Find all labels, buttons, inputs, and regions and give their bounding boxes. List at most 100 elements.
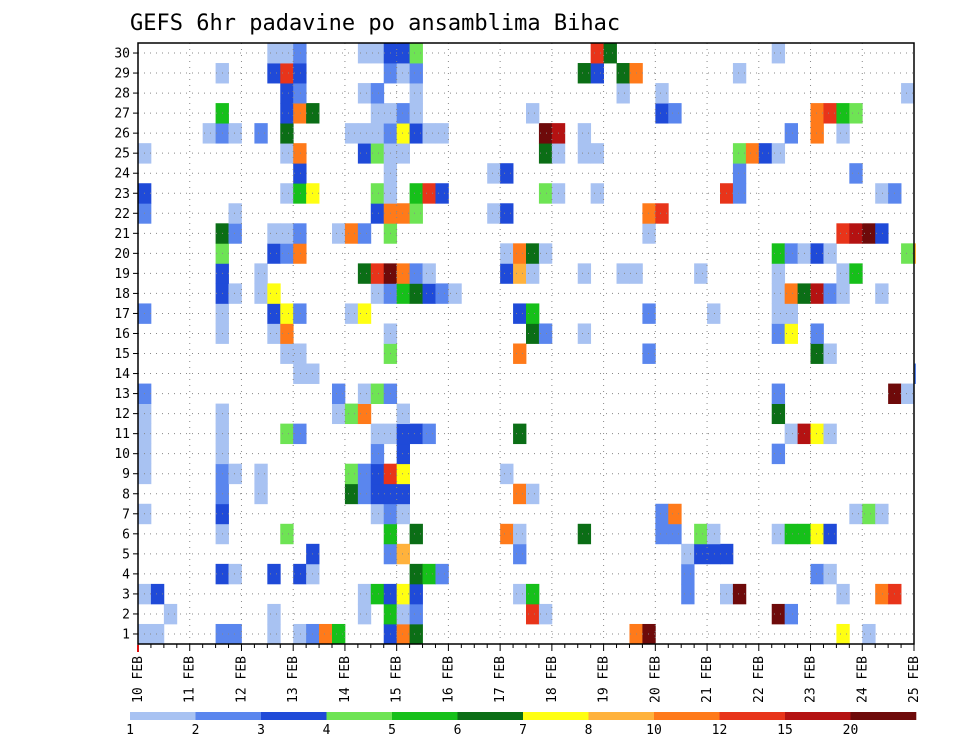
heatmap-cell <box>344 123 359 144</box>
heatmap-cell <box>370 503 385 525</box>
heatmap-cell <box>293 83 307 104</box>
heatmap-cell <box>409 283 423 304</box>
heatmap-cell <box>538 603 553 625</box>
heatmap-cell <box>810 323 824 344</box>
heatmap-cell <box>577 323 592 344</box>
heatmap-cell <box>254 263 268 284</box>
heatmap-cell <box>810 523 824 545</box>
colorbar-label: 2 <box>192 723 200 738</box>
heatmap-cell <box>280 143 294 164</box>
heatmap-cell <box>810 343 824 364</box>
y-tick-label: 14 <box>114 367 130 382</box>
heatmap-cell <box>332 403 346 425</box>
heatmap-cell <box>681 563 695 585</box>
heatmap-cell <box>603 43 617 64</box>
heatmap-cell <box>862 503 876 525</box>
heatmap-cell <box>590 143 604 164</box>
y-tick-label: 18 <box>114 287 130 302</box>
y-tick-label: 24 <box>114 167 130 182</box>
heatmap-cell <box>370 143 385 164</box>
heatmap-cell <box>823 563 837 585</box>
heatmap-cell <box>914 363 916 384</box>
heatmap-cell <box>577 63 592 84</box>
y-tick-label: 30 <box>114 47 130 62</box>
heatmap-cell <box>526 323 540 344</box>
gridlines <box>138 43 914 644</box>
heatmap-cell <box>396 403 410 425</box>
colorbar-swatch <box>261 712 327 720</box>
heatmap-cell <box>409 563 423 585</box>
heatmap-cell <box>409 63 423 84</box>
heatmap-cell <box>280 63 294 84</box>
heatmap-cell <box>577 523 592 545</box>
x-tick-label: 16 FEB <box>441 656 456 703</box>
heatmap-cell <box>616 83 630 104</box>
x-tick-label: 19 FEB <box>597 656 612 703</box>
colorbar-label: 10 <box>646 723 662 738</box>
heatmap-cell <box>332 623 346 645</box>
heatmap-cell <box>396 603 410 625</box>
heatmap-cell <box>823 283 837 304</box>
y-tick-label: 8 <box>122 487 130 502</box>
heatmap-cell <box>810 423 824 445</box>
heatmap-cell <box>668 103 682 124</box>
heatmap-cell <box>771 263 786 284</box>
heatmap-cell <box>901 243 915 264</box>
heatmap-cell <box>396 283 410 304</box>
heatmap-cell <box>784 303 798 324</box>
heatmap-cell <box>526 483 540 505</box>
heatmap-cell <box>875 503 889 525</box>
heatmap-cell <box>357 483 372 505</box>
heatmap-cell <box>771 303 786 324</box>
y-tick-label: 7 <box>122 507 130 522</box>
heatmap-cell <box>396 503 410 525</box>
colorbar-label: 8 <box>585 723 593 738</box>
heatmap-cell <box>396 103 410 124</box>
heatmap-cell <box>293 103 307 124</box>
heatmap-cell <box>538 243 553 264</box>
y-tick-label: 29 <box>114 67 130 82</box>
heatmap-cell <box>163 603 178 625</box>
heatmap-cell <box>267 283 281 304</box>
heatmap-cell <box>849 163 863 184</box>
y-tick-label: 13 <box>114 387 130 402</box>
heatmap-cell <box>771 603 786 625</box>
heatmap-cell <box>370 43 385 64</box>
heatmap-cell <box>513 423 527 445</box>
heatmap-cell <box>577 143 592 164</box>
y-tick-label: 20 <box>114 247 130 262</box>
heatmap-cell <box>409 623 423 645</box>
heatmap-cell <box>538 143 553 164</box>
heatmap-cell <box>642 623 656 645</box>
heatmap-cell <box>228 623 242 645</box>
heatmap-cell <box>732 583 747 605</box>
heatmap-cell <box>513 543 527 565</box>
heatmap-cell <box>280 83 294 104</box>
heatmap-cell <box>526 303 540 324</box>
heatmap-cell <box>784 323 798 344</box>
heatmap-cell <box>435 563 449 585</box>
x-tick-label: 11 FEB <box>183 656 198 703</box>
heatmap-cell <box>293 163 307 184</box>
heatmap-cell <box>228 123 242 144</box>
colorbar-label: 12 <box>712 723 728 738</box>
heatmap-cell <box>409 183 423 204</box>
colorbar-label: 1 <box>126 723 134 738</box>
heatmap-cell <box>357 463 372 485</box>
y-tick-label: 10 <box>114 447 130 462</box>
heatmap-cell <box>228 283 242 304</box>
heatmap-cell <box>357 403 372 425</box>
heatmap-cell <box>642 303 656 324</box>
heatmap-cell <box>732 163 747 184</box>
heatmap-cell <box>357 123 372 144</box>
colorbar-swatch <box>588 712 655 720</box>
heatmap-cell <box>642 343 656 364</box>
heatmap-cell <box>810 123 824 144</box>
y-tick-label: 22 <box>114 207 130 222</box>
heatmap-cell <box>396 543 410 565</box>
y-tick-label: 4 <box>122 567 130 582</box>
heatmap-cell <box>228 223 242 244</box>
x-tick-label: 18 FEB <box>545 656 560 703</box>
heatmap-cell <box>836 283 850 304</box>
heatmap-cell <box>732 183 747 204</box>
